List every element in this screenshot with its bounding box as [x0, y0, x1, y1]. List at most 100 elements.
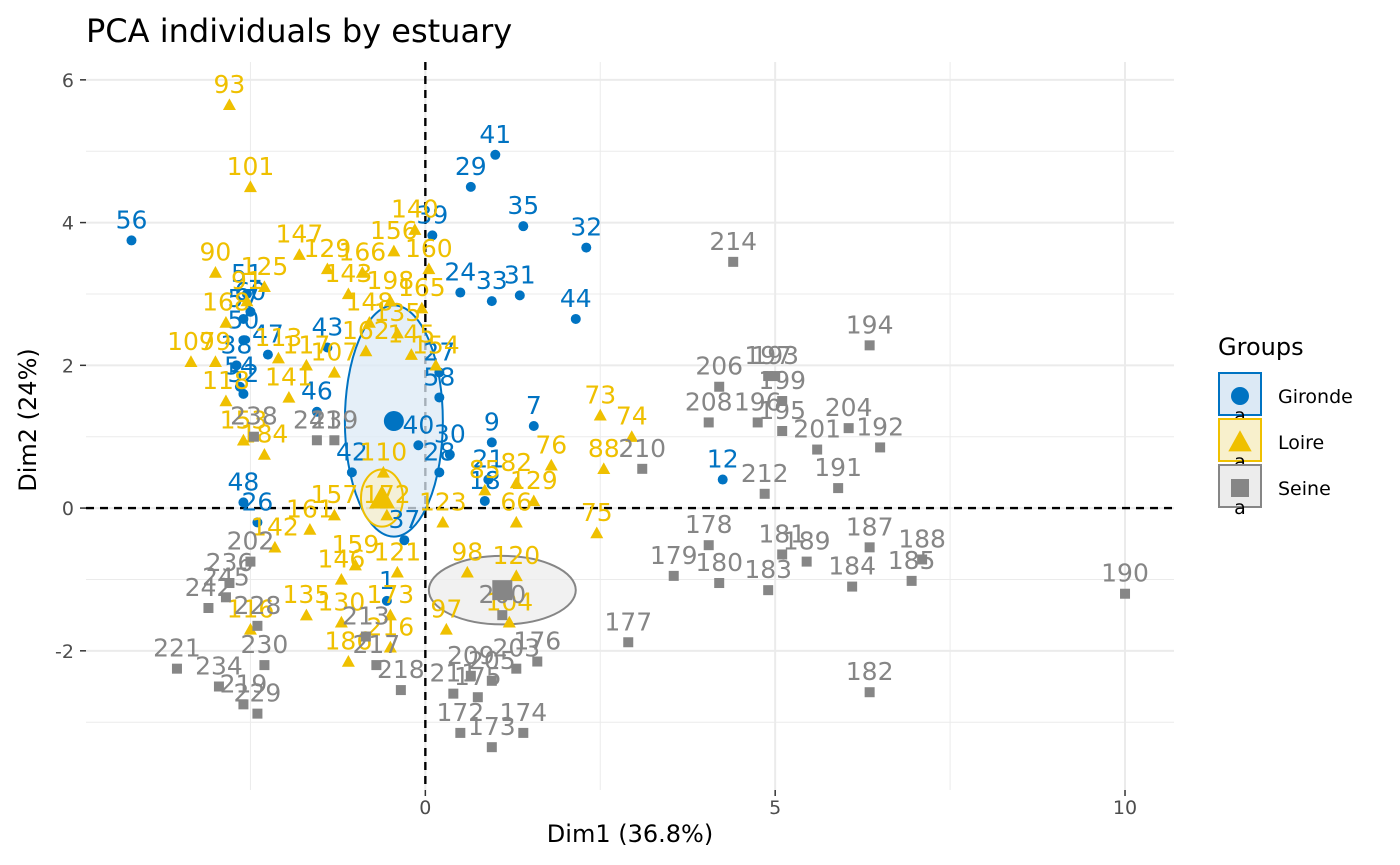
point-loire: [362, 316, 376, 328]
point-loire: [460, 565, 474, 578]
point-label-gironde: 21: [472, 445, 504, 474]
point-label-seine: 182: [846, 657, 894, 686]
point-label-loire: 140: [391, 195, 439, 224]
point-seine: [252, 620, 263, 631]
point-loire: [590, 526, 604, 539]
point-seine: [770, 371, 781, 382]
point-label-loire: 74: [616, 402, 648, 431]
point-loire: [436, 515, 450, 528]
point-label-gironde: 24: [444, 258, 476, 287]
point-loire: [544, 458, 558, 471]
point-label-gironde: 50: [228, 305, 260, 334]
point-label-seine: 218: [377, 655, 425, 684]
point-gironde: [311, 406, 322, 417]
point-label-loire: 184: [241, 420, 289, 449]
point-gironde: [399, 535, 410, 546]
point-label-seine: 213: [342, 602, 390, 631]
point-gironde: [245, 306, 256, 317]
point-label-seine: 201: [793, 415, 841, 444]
point-label-seine: 178: [685, 510, 733, 539]
point-label-seine: 212: [741, 459, 789, 488]
point-label-seine: 206: [695, 352, 743, 381]
point-seine: [763, 585, 774, 596]
point-seine: [703, 417, 714, 428]
point-seine: [777, 549, 788, 560]
point-loire: [222, 98, 236, 111]
point-gironde: [238, 335, 249, 346]
point-label-seine: 203: [492, 634, 540, 663]
point-seine: [833, 483, 844, 494]
point-label-seine: 245: [202, 562, 250, 591]
point-label-seine: 189: [783, 527, 831, 556]
point-loire: [625, 430, 639, 442]
point-gironde: [483, 474, 494, 485]
point-seine: [763, 371, 774, 382]
point-label-gironde: 38: [221, 330, 253, 359]
point-loire: [327, 508, 341, 521]
point-seine: [637, 463, 648, 474]
point-label-seine: 176: [513, 627, 561, 656]
point-label-gironde: 12: [707, 445, 739, 474]
point-label-loire: 75: [581, 498, 613, 527]
point-label-loire: 73: [584, 380, 616, 409]
legend-title: Groups: [1218, 333, 1304, 361]
point-label-loire: 156: [370, 216, 418, 245]
point-gironde: [465, 181, 476, 192]
point-label-gironde: 44: [560, 284, 592, 313]
point-label-seine: 199: [758, 366, 806, 395]
point-label-loire: 159: [332, 530, 380, 559]
point-label-loire: 216: [367, 612, 415, 641]
point-label-loire: 135: [373, 298, 421, 327]
point-gironde: [518, 221, 529, 232]
point-label-loire: 109: [167, 327, 215, 356]
point-label-loire: 147: [276, 220, 324, 249]
point-seine: [245, 556, 256, 567]
point-label-seine: 221: [153, 634, 201, 663]
point-label-gironde: 29: [455, 152, 487, 181]
point-loire: [408, 223, 422, 235]
point-label-gironde: 7: [526, 391, 542, 420]
point-gironde: [528, 421, 539, 431]
point-loire: [439, 622, 453, 635]
point-loire: [208, 266, 222, 278]
point-label-loire: 79: [200, 327, 232, 356]
point-label-seine: 192: [856, 412, 904, 441]
point-loire: [415, 301, 429, 314]
point-seine: [497, 610, 508, 621]
point-label-loire: 76: [535, 430, 567, 459]
point-seine: [518, 727, 529, 738]
point-label-loire: 118: [202, 366, 250, 395]
point-label-seine: 175: [454, 662, 502, 691]
centroid-gironde: [383, 411, 404, 432]
point-label-loire: 148: [346, 288, 394, 317]
point-seine: [259, 660, 270, 671]
legend-key-letter: a: [1234, 451, 1246, 473]
point-loire: [327, 365, 341, 378]
legend-marker-loire: [1228, 430, 1252, 452]
point-label-loire: 198: [367, 266, 415, 295]
point-label-seine: 179: [650, 541, 698, 570]
x-tick-label: 10: [1113, 797, 1137, 819]
point-loire: [299, 608, 313, 621]
point-gironde: [322, 342, 333, 353]
point-gironde: [479, 495, 490, 506]
point-loire: [303, 522, 317, 535]
point-gironde: [252, 517, 263, 528]
point-label-gironde: 52: [228, 359, 260, 388]
point-label-loire: 165: [398, 273, 446, 302]
point-seine: [906, 575, 917, 586]
point-loire: [219, 394, 233, 407]
point-loire: [271, 351, 285, 364]
point-gironde: [434, 392, 445, 403]
point-loire: [422, 262, 436, 275]
point-label-loire: 130: [318, 587, 366, 616]
point-loire: [390, 326, 404, 339]
point-seine: [486, 675, 497, 686]
point-seine: [395, 685, 406, 696]
point-label-loire: 120: [492, 541, 540, 570]
point-label-seine: 217: [353, 630, 401, 659]
point-gironde: [486, 296, 497, 307]
y-tick-label: 2: [62, 355, 74, 377]
point-loire: [341, 287, 355, 300]
point-gironde: [381, 595, 392, 606]
